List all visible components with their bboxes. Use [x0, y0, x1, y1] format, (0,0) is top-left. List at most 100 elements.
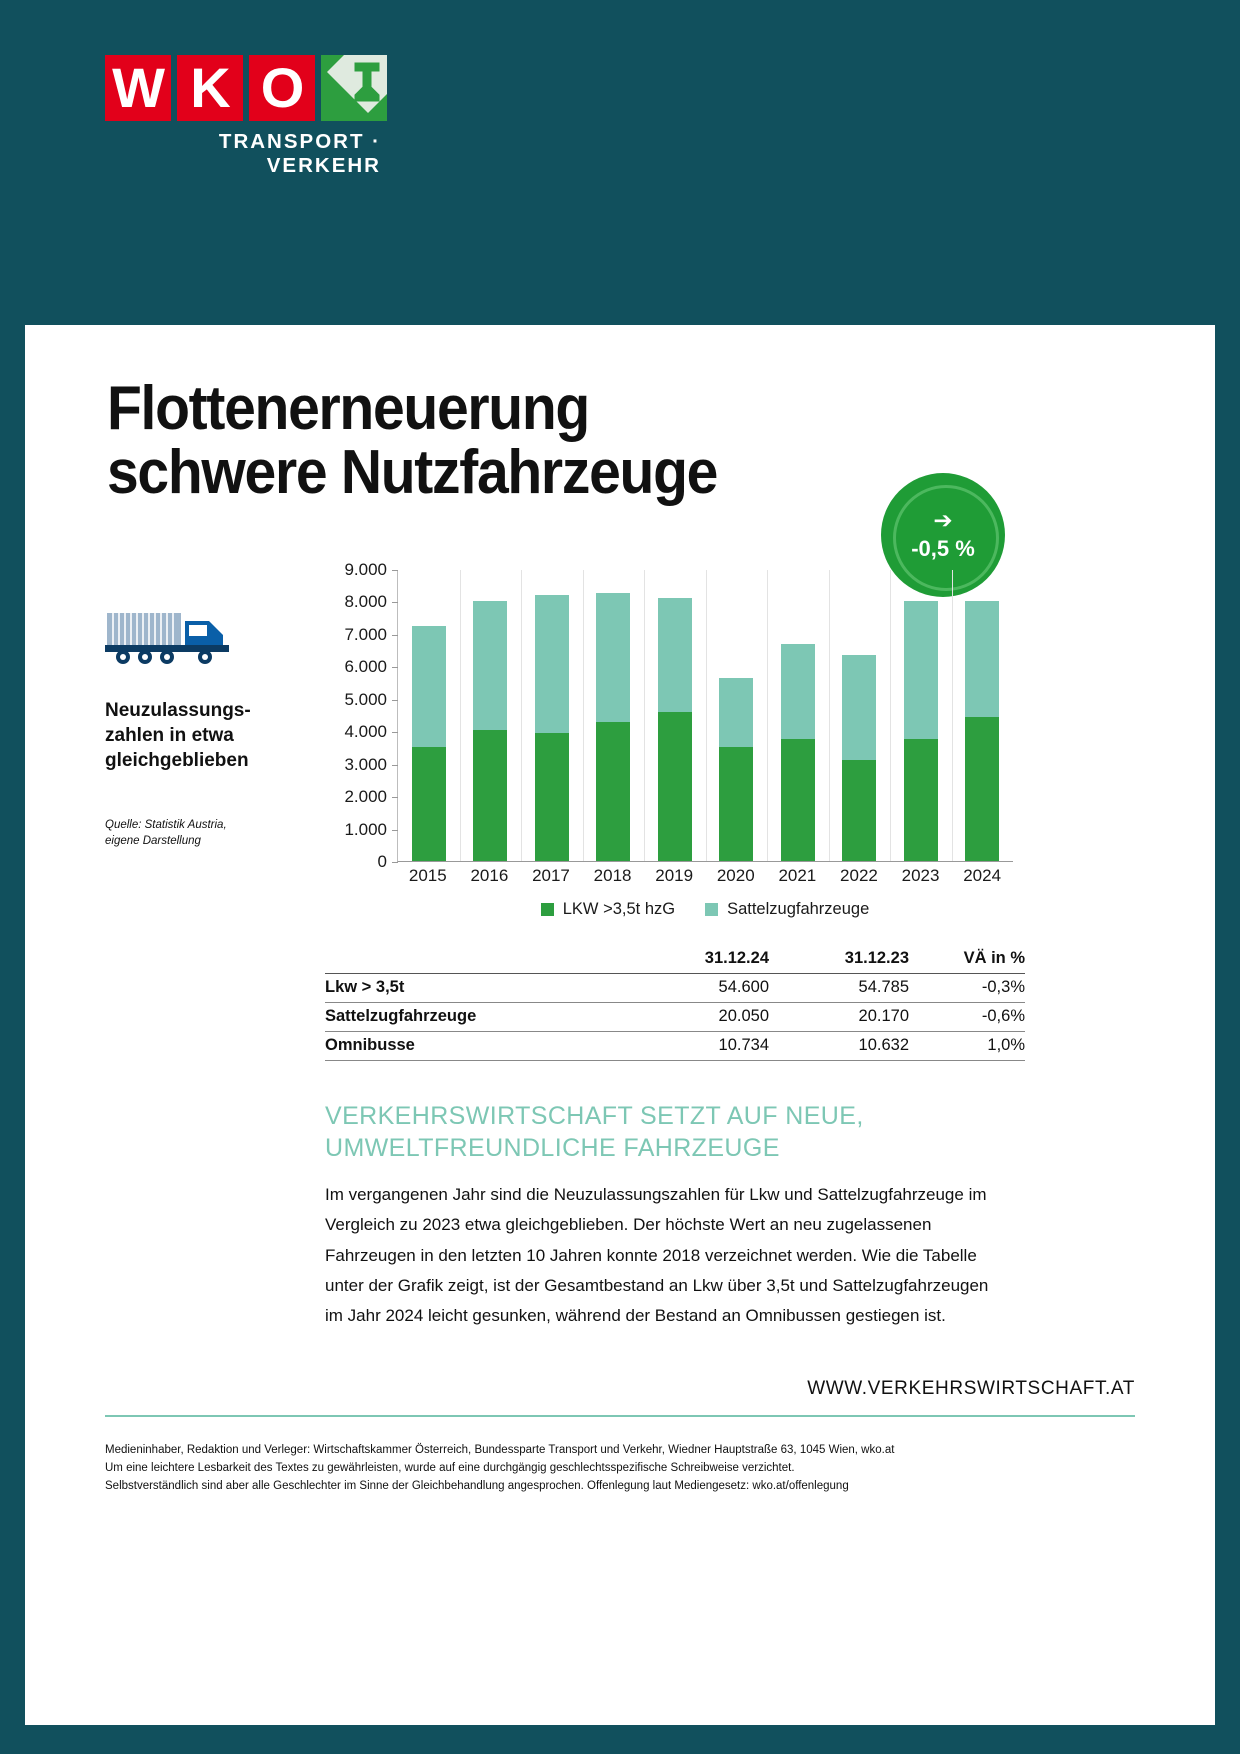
bar-slot — [398, 570, 460, 861]
y-axis-tick-label: 8.000 — [344, 592, 387, 612]
y-axis-tick — [392, 602, 398, 604]
y-axis-labels: 0 1.000 2.000 3.000 4.000 5.000 6.000 7.000 8.00… — [325, 560, 387, 871]
legend-swatch-icon — [540, 903, 554, 916]
cell-value-2024: 10.734 — [633, 1031, 773, 1061]
logo-letter-w: W — [105, 55, 171, 121]
footer-divider — [105, 1415, 1135, 1417]
stacked-bar — [719, 677, 754, 861]
row-label: Omnibusse — [325, 1031, 633, 1061]
imprint-text: Medieninhaber, Redaktion und Verleger: W… — [105, 1444, 895, 1492]
x-axis-labels: 2015 2016 2017 2018 2019 2020 2021 2022 2023 2024 — [397, 866, 1013, 886]
source-note: Quelle: Statistik Austria, eigene Darste… — [105, 819, 227, 847]
bar-segment-lkw — [842, 760, 877, 861]
stacked-bar — [411, 625, 446, 861]
column-separator — [890, 570, 891, 861]
bar-segment-lkw — [657, 711, 692, 861]
x-axis-label: 2023 — [901, 866, 940, 885]
status-badge: ➔ -0,5 % — [881, 473, 1005, 597]
row-label: Lkw > 3,5t — [325, 973, 633, 1003]
bar-segment-sattelzugfahrzeuge — [473, 601, 508, 730]
cell-value-2024: 20.050 — [633, 1002, 773, 1032]
truck-icon — [105, 607, 231, 672]
column-separator — [828, 570, 830, 861]
x-axis-label: 2015 — [408, 866, 447, 885]
y-axis-tick — [392, 699, 398, 701]
y-axis-tick — [392, 732, 398, 734]
stacked-bar — [842, 655, 877, 861]
legend-item: LKW >3,5t hzG — [540, 900, 675, 919]
sidebar-caption: Neuzulassungs- zahlen in etwa gleichgebl… — [105, 700, 251, 772]
bar-segment-lkw — [596, 721, 631, 861]
cell-value-2024: 54.600 — [633, 973, 773, 1003]
stacked-bar — [780, 643, 815, 861]
y-axis-tick-label: 7.000 — [344, 624, 387, 644]
x-axis-label: 2021 — [778, 866, 817, 885]
bar-segment-lkw — [411, 747, 446, 861]
x-axis-label: 2018 — [593, 866, 632, 885]
y-axis-tick — [392, 797, 398, 799]
y-axis-tick-label: 5.000 — [344, 689, 387, 709]
page-title: Flottenerneuerung schwere Nutzfahrzeuge — [107, 374, 718, 507]
th-change: VÄ in % — [913, 945, 1025, 974]
y-axis-tick — [392, 862, 398, 863]
x-axis-label: 2017 — [532, 866, 570, 885]
bar-segment-sattelzugfahrzeuge — [596, 593, 631, 722]
bar-segment-sattelzugfahrzeuge — [903, 601, 938, 740]
column-separator — [767, 570, 768, 861]
y-axis-tick — [392, 634, 398, 636]
plot-area — [392, 570, 1013, 863]
bar-segment-sattelzugfahrzeuge — [719, 677, 754, 748]
body-text: Im vergangenen Jahr sind die Neuzulassun… — [325, 1185, 989, 1325]
bar-slot — [583, 570, 645, 861]
bar-segment-sattelzugfahrzeuge — [534, 594, 569, 733]
bar-slot — [644, 570, 706, 861]
x-axis-label: 2022 — [840, 866, 878, 885]
cell-value-2023: 20.170 — [773, 1002, 913, 1032]
column-separator — [644, 570, 645, 861]
x-axis-label: 2019 — [655, 866, 694, 885]
y-axis-tick — [392, 570, 398, 571]
bar-segment-sattelzugfahrzeuge — [657, 598, 692, 712]
bar-slot — [829, 570, 891, 861]
x-axis-label: 2020 — [716, 866, 755, 885]
y-axis-tick — [392, 667, 398, 669]
y-axis-tick-label: 2.000 — [344, 787, 387, 807]
y-axis-tick — [392, 829, 398, 831]
table-header-row: 31.12.24 31.12.23 VÄ in % — [325, 945, 1025, 974]
bar-slot — [890, 570, 952, 861]
row-label: Sattelzugfahrzeuge — [325, 1002, 633, 1032]
legend-item: Sattelzugfahrzeuge — [705, 900, 869, 919]
cell-change-pct: 1,0% — [913, 1031, 1025, 1061]
cell-value-2023: 54.785 — [773, 973, 913, 1003]
footer-url[interactable]: WWW.VERKEHRSWIRTSCHAFT.AT — [807, 1378, 1135, 1399]
logo-tiles: W K O — [105, 55, 387, 121]
stacked-bar — [596, 593, 631, 861]
stats-table: 31.12.24 31.12.23 VÄ in % Lkw > 3,5t 54.6… — [325, 945, 1025, 1061]
y-axis-tick-label: 3.000 — [344, 754, 387, 774]
stacked-bar — [473, 601, 508, 861]
table-head: 31.12.24 31.12.23 VÄ in % — [325, 945, 1025, 974]
x-axis-label: 2024 — [963, 866, 1002, 885]
cell-change-pct: -0,3% — [913, 973, 1025, 1003]
bar-segment-lkw — [965, 716, 1000, 861]
column-separator — [459, 570, 461, 861]
bar-chart: 0 1.000 2.000 3.000 4.000 5.000 6.000 7.000 8.00… — [325, 560, 1025, 918]
y-axis-tick-label: 1.000 — [344, 819, 387, 839]
bar-slot — [460, 570, 522, 861]
th-blank — [325, 945, 633, 974]
stacked-bar — [965, 601, 1000, 861]
bar-series — [398, 570, 1013, 861]
stacked-bar — [534, 594, 569, 861]
table-body: Lkw > 3,5t 54.600 54.785 -0,3% Sattelzugfahr… — [325, 973, 1025, 1061]
bar-segment-sattelzugfahrzeuge — [965, 601, 1000, 717]
column-separator — [951, 570, 953, 861]
badge-value: -0,5 % — [911, 535, 975, 561]
wko-logo: W K O TRANSPORT · VERKEHR — [105, 55, 387, 178]
x-axis-label: 2016 — [470, 866, 509, 885]
bar-slot — [521, 570, 583, 861]
logo-tagline: TRANSPORT · VERKEHR — [218, 130, 381, 177]
stacked-bar — [903, 601, 938, 861]
y-axis-tick-label: 4.000 — [344, 722, 387, 742]
wko-diamond-icon — [321, 55, 387, 121]
